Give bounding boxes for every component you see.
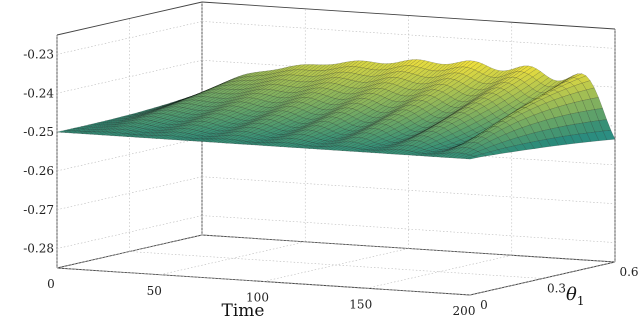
- z-tick-label: -0.27: [23, 203, 54, 217]
- x-tick-label: 150: [349, 297, 372, 311]
- box-edge: [201, 1, 616, 30]
- grid-line-y-floor: [56, 267, 471, 296]
- y-tick-label: 0.3: [547, 282, 566, 296]
- grid-line-x-floor: [366, 254, 512, 289]
- y-tick-label: 0.6: [619, 265, 638, 279]
- z-tick-label: -0.26: [23, 164, 54, 178]
- x-tick-label: 50: [147, 284, 162, 298]
- y-axis-label: θ1: [566, 284, 584, 308]
- y-axis-label-subscript: 1: [577, 294, 585, 308]
- grid-line-y-floor: [201, 234, 616, 263]
- x-tick-label: 200: [453, 304, 476, 318]
- y-tick-label: 0: [480, 298, 488, 312]
- z-tick-label: -0.28: [23, 242, 54, 256]
- z-tick-label: -0.23: [23, 47, 54, 61]
- grid-line-z-back: [201, 215, 616, 243]
- grid-line-y-floor: [129, 251, 543, 279]
- x-tick-label: 100: [246, 291, 269, 305]
- x-axis-label: Time: [222, 301, 265, 321]
- surface-mesh: [56, 59, 616, 160]
- surface-patch: [465, 156, 479, 160]
- grid-line-z-side: [56, 176, 203, 211]
- grid-line-z-back: [201, 21, 616, 49]
- x-tick-label: 0: [47, 277, 55, 291]
- y-axis-label-symbol: θ: [566, 284, 577, 305]
- grid-line-x-floor: [160, 241, 306, 276]
- z-tick-label: -0.24: [23, 86, 54, 100]
- tick-labels: -0.23 -0.24 -0.25 -0.26 -0.27 -0.28 0 50 100 150 2…: [23, 47, 638, 318]
- z-tick-label: -0.25: [23, 125, 54, 139]
- box-edge: [56, 1, 203, 36]
- grid-line-z-side: [56, 59, 203, 94]
- grid-line-z-side: [56, 137, 203, 172]
- grid-line-z-side: [56, 21, 203, 55]
- grid-line-z-back: [201, 176, 616, 205]
- grid-line-z-side: [56, 215, 203, 249]
